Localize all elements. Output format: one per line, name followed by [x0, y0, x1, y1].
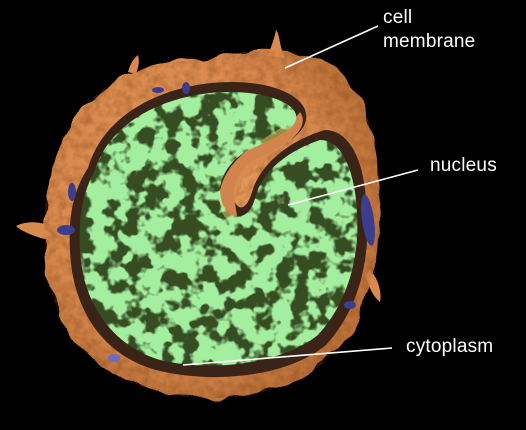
- leader-line-cytoplasm: [182, 347, 393, 366]
- label-cell-membrane-line2: membrane: [383, 31, 476, 52]
- organelle: [68, 183, 76, 201]
- leader-lines: [182, 25, 419, 366]
- organelle: [57, 225, 75, 235]
- organelles: [57, 82, 375, 362]
- organelle: [182, 82, 190, 94]
- label-nucleus: nucleus: [430, 155, 497, 176]
- leader-line-membrane: [284, 25, 379, 69]
- label-cell-membrane-line1: cell: [383, 7, 413, 28]
- label-cytoplasm: cytoplasm: [406, 336, 494, 357]
- membrane-protrusion: [16, 222, 52, 240]
- cytoplasm-fold: [219, 112, 303, 222]
- organelle: [152, 87, 164, 93]
- organelle: [108, 354, 120, 362]
- nucleus: [79, 92, 358, 366]
- label-cell-membrane: cell membrane: [383, 6, 475, 54]
- leader-line-nucleus: [287, 169, 419, 206]
- membrane-protrusion: [128, 55, 139, 74]
- organelle: [344, 301, 356, 309]
- organelle: [361, 194, 375, 246]
